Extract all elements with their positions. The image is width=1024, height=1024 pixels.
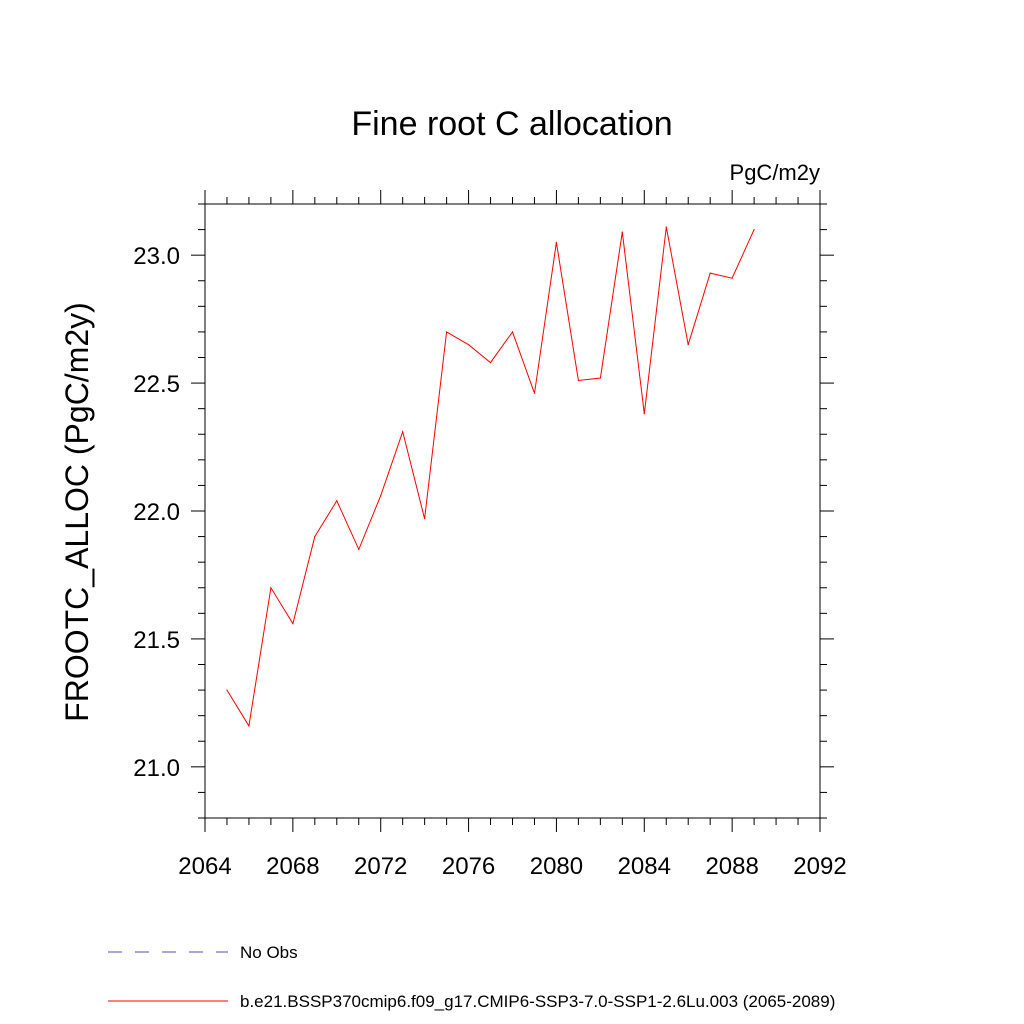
y-tick-label: 22.5 [133, 371, 180, 398]
x-tick-label: 2084 [618, 853, 671, 880]
x-tick-label: 2068 [266, 853, 319, 880]
data-point [687, 344, 689, 346]
data-point [709, 272, 711, 274]
y-tick-label: 23.0 [133, 243, 180, 270]
legend: No Obs b.e21.BSSP370cmip6.f09_g17.CMIP6-S… [108, 943, 835, 1011]
x-tick-label: 2088 [705, 853, 758, 880]
data-point [226, 689, 228, 691]
data-point [336, 500, 338, 502]
data-point [446, 331, 448, 333]
data-point [489, 362, 492, 364]
data-point [621, 231, 623, 233]
series-layer [226, 226, 755, 728]
data-point [380, 495, 382, 497]
data-point [358, 548, 360, 550]
x-tick-label: 2076 [442, 853, 495, 880]
data-point [533, 392, 536, 394]
y-tick-label: 21.0 [133, 755, 180, 782]
data-point [314, 535, 316, 538]
data-point [665, 226, 667, 228]
x-tick-label: 2092 [793, 853, 846, 880]
data-point [555, 241, 558, 243]
data-point [270, 587, 272, 589]
ticks: 2064 2068 2072 2076 2080 2084 2088 2092 21.0 21.5… [133, 190, 847, 880]
data-point [577, 379, 579, 382]
data-point [731, 277, 733, 279]
data-point [402, 431, 404, 433]
data-point [753, 228, 755, 231]
legend-label: b.e21.BSSP370cmip6.f09_g17.CMIP6-SSP3-7.… [240, 992, 835, 1011]
units-label: PgC/m2y [730, 160, 820, 185]
x-tick-label: 2080 [530, 853, 583, 880]
series-line [226, 226, 755, 728]
y-axis-label: FROOTC_ALLOC (PgC/m2y) [59, 302, 95, 722]
x-tick-label: 2072 [354, 853, 407, 880]
data-point [599, 377, 601, 379]
data-point [643, 413, 645, 415]
data-point [424, 518, 426, 520]
data-point [248, 725, 250, 727]
data-point [292, 622, 294, 625]
plot-frame [204, 203, 821, 819]
y-tick-label: 22.0 [133, 499, 180, 526]
data-point [467, 344, 470, 346]
x-tick-label: 2064 [178, 853, 231, 880]
data-point [511, 331, 514, 333]
y-tick-label: 21.5 [133, 627, 180, 654]
chart-title: Fine root C allocation [351, 105, 672, 143]
legend-label: No Obs [240, 943, 298, 962]
